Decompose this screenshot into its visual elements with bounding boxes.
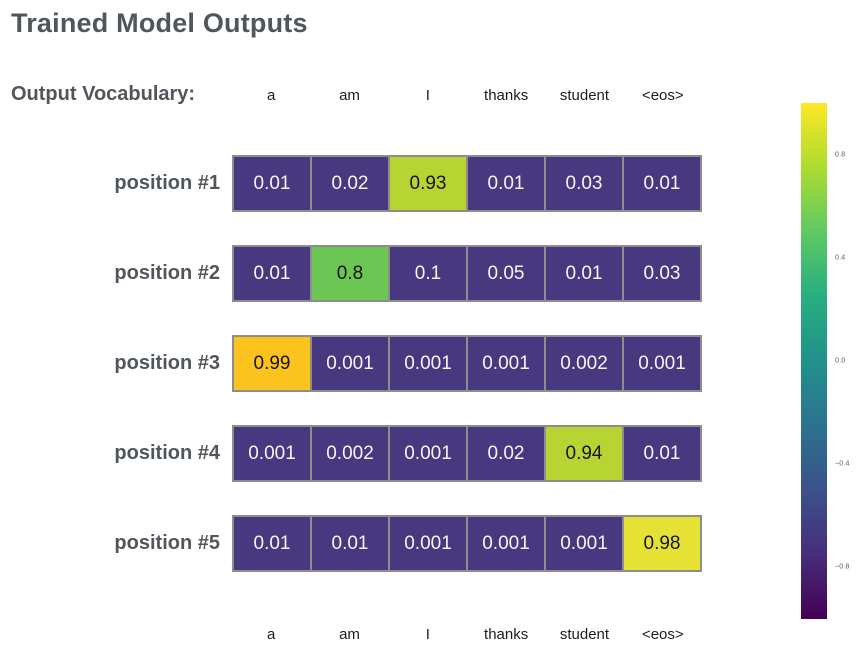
prob-cell: 0.001 bbox=[310, 337, 388, 390]
prob-cell: 0.8 bbox=[310, 247, 388, 300]
prob-cell: 0.001 bbox=[622, 337, 700, 390]
prob-cell: 0.98 bbox=[622, 517, 700, 570]
prob-cell: 0.01 bbox=[310, 517, 388, 570]
vocab-token: a bbox=[266, 626, 276, 643]
prob-cell: 0.01 bbox=[622, 157, 700, 210]
vocab-token: thanks bbox=[484, 87, 529, 104]
figure-title: Trained Model Outputs bbox=[11, 8, 308, 38]
probability-row: 0.01 0.8 0.1 0.05 0.01 0.03 bbox=[232, 245, 702, 302]
prob-cell: 0.93 bbox=[388, 157, 466, 210]
prob-cell: 0.03 bbox=[544, 157, 622, 210]
prob-cell: 0.05 bbox=[466, 247, 544, 300]
prob-cell: 0.01 bbox=[622, 427, 700, 480]
row-label: position #4 bbox=[114, 442, 220, 464]
colorbar-gradient bbox=[801, 103, 827, 619]
prob-cell: 0.94 bbox=[544, 427, 622, 480]
prob-cell: 0.001 bbox=[388, 427, 466, 480]
prob-cell: 0.002 bbox=[310, 427, 388, 480]
prob-cell: 0.001 bbox=[544, 517, 622, 570]
vocab-token: <eos> bbox=[641, 87, 684, 104]
prob-cell: 0.01 bbox=[234, 157, 310, 210]
prob-cell: 0.01 bbox=[544, 247, 622, 300]
colorbar-tick-label: −0.8 bbox=[835, 563, 850, 571]
prob-cell: 0.03 bbox=[622, 247, 700, 300]
vocab-token: I bbox=[425, 87, 430, 104]
output-vocabulary-label: Output Vocabulary: bbox=[11, 83, 196, 105]
row-label: position #5 bbox=[114, 532, 220, 554]
probability-row: 0.01 0.01 0.001 0.001 0.001 0.98 bbox=[232, 515, 702, 572]
vocab-token: a bbox=[266, 87, 276, 104]
vocab-token: I bbox=[425, 626, 430, 643]
colorbar-tick-label: 0.4 bbox=[835, 254, 846, 262]
vocab-token: am bbox=[339, 87, 360, 104]
row-label: position #3 bbox=[114, 352, 220, 374]
prob-cell: 0.01 bbox=[234, 247, 310, 300]
prob-cell: 0.002 bbox=[544, 337, 622, 390]
vocab-token: thanks bbox=[484, 626, 529, 643]
probability-row: 0.01 0.02 0.93 0.01 0.03 0.01 bbox=[232, 155, 702, 212]
probability-row: 0.001 0.002 0.001 0.02 0.94 0.01 bbox=[232, 425, 702, 482]
vocab-token: student bbox=[559, 87, 610, 104]
colorbar-tick-label: 0.8 bbox=[835, 151, 846, 159]
prob-cell: 0.1 bbox=[388, 247, 466, 300]
prob-cell: 0.02 bbox=[466, 427, 544, 480]
row-label: position #2 bbox=[114, 262, 220, 284]
prob-cell: 0.001 bbox=[388, 517, 466, 570]
prob-cell: 0.99 bbox=[234, 337, 310, 390]
prob-cell: 0.01 bbox=[466, 157, 544, 210]
prob-cell: 0.001 bbox=[466, 337, 544, 390]
prob-cell: 0.02 bbox=[310, 157, 388, 210]
prob-cell: 0.001 bbox=[466, 517, 544, 570]
vocab-token: student bbox=[559, 626, 610, 643]
prob-cell: 0.001 bbox=[388, 337, 466, 390]
probability-row: 0.99 0.001 0.001 0.001 0.002 0.001 bbox=[232, 335, 702, 392]
colorbar-tick-label: −0.4 bbox=[835, 460, 850, 468]
row-label: position #1 bbox=[114, 172, 220, 194]
prob-cell: 0.001 bbox=[234, 427, 310, 480]
vocab-token: <eos> bbox=[641, 626, 684, 643]
colorbar-tick-label: 0.0 bbox=[835, 357, 846, 365]
prob-cell: 0.01 bbox=[234, 517, 310, 570]
vocab-token: am bbox=[339, 626, 360, 643]
